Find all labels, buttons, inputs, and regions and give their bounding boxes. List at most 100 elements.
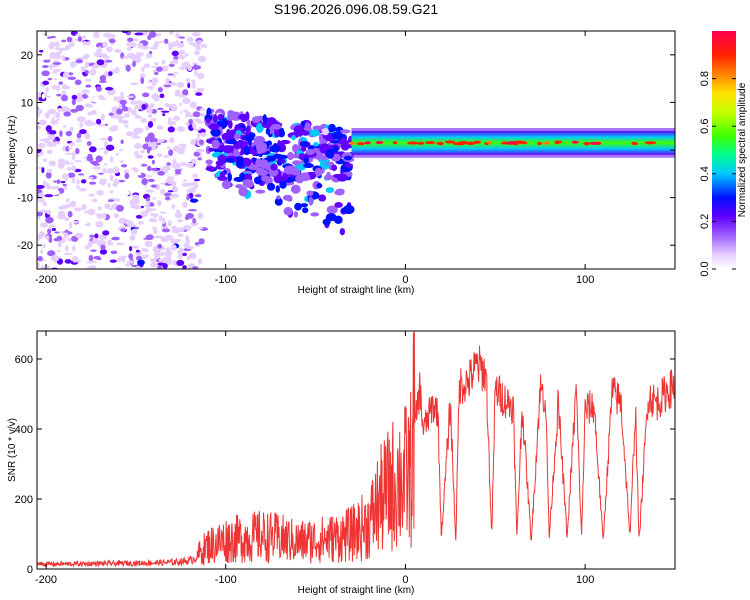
noise-blob bbox=[63, 111, 72, 117]
noise-blob bbox=[192, 266, 199, 269]
noise-blob bbox=[167, 258, 172, 266]
noise-blob bbox=[174, 211, 183, 219]
transition-blob bbox=[282, 172, 289, 181]
noise-blob bbox=[173, 71, 178, 75]
noise-blob bbox=[185, 213, 195, 219]
noise-blob bbox=[130, 228, 138, 235]
noise-blob bbox=[53, 180, 58, 183]
noise-blob bbox=[109, 259, 117, 263]
noise-blob bbox=[113, 96, 118, 102]
noise-blob bbox=[97, 206, 102, 211]
noise-blob bbox=[167, 42, 174, 49]
transition-blob bbox=[251, 116, 261, 124]
noise-blob bbox=[38, 49, 44, 53]
transition-blob bbox=[255, 189, 266, 194]
noise-blob bbox=[58, 81, 63, 85]
noise-blob bbox=[172, 115, 181, 122]
noise-blob bbox=[96, 59, 105, 66]
noise-blob bbox=[174, 171, 182, 175]
noise-blob bbox=[195, 47, 202, 51]
transition-blob bbox=[295, 174, 305, 184]
noise-blob bbox=[89, 265, 97, 269]
noise-blob bbox=[46, 168, 53, 173]
noise-blob bbox=[159, 93, 165, 99]
noise-blob bbox=[98, 97, 107, 101]
transition-blob bbox=[325, 187, 335, 194]
noise-blob bbox=[66, 36, 73, 43]
noise-blob bbox=[177, 253, 183, 260]
noise-blob bbox=[38, 231, 45, 238]
transition-blob bbox=[215, 160, 225, 166]
noise-blob bbox=[178, 247, 183, 254]
noise-blob bbox=[156, 66, 163, 72]
noise-blob bbox=[99, 249, 108, 255]
noise-blob bbox=[80, 66, 86, 73]
noise-blob bbox=[181, 61, 191, 68]
noise-blob bbox=[94, 233, 99, 239]
noise-blob bbox=[86, 41, 91, 46]
transition-blob bbox=[325, 148, 335, 159]
noise-blob bbox=[106, 168, 115, 174]
transition-blob bbox=[331, 164, 338, 171]
noise-blob bbox=[183, 225, 192, 230]
noise-blob bbox=[140, 66, 145, 72]
noise-blob bbox=[69, 126, 74, 132]
noise-blob bbox=[61, 47, 69, 51]
noise-blob bbox=[37, 215, 41, 220]
noise-blob bbox=[100, 137, 109, 141]
noise-blob bbox=[107, 182, 111, 188]
transition-blob bbox=[228, 119, 233, 129]
noise-blob bbox=[145, 189, 155, 193]
noise-blob bbox=[142, 92, 150, 98]
noise-blob bbox=[119, 99, 128, 105]
transition-blob bbox=[233, 143, 241, 150]
noise-blob bbox=[41, 93, 46, 100]
noise-blob bbox=[97, 123, 106, 127]
noise-blob bbox=[173, 186, 179, 193]
transition-blob bbox=[305, 148, 315, 155]
noise-blob bbox=[192, 138, 197, 146]
noise-blob bbox=[86, 141, 92, 146]
noise-blob bbox=[43, 59, 51, 63]
noise-blob bbox=[102, 230, 110, 236]
noise-blob bbox=[65, 245, 69, 252]
noise-blob bbox=[157, 171, 165, 176]
noise-blob bbox=[65, 130, 73, 137]
noise-blob bbox=[152, 228, 158, 234]
spectrogram-xlabel: Height of straight line (km) bbox=[298, 285, 415, 296]
noise-blob bbox=[47, 228, 52, 234]
noise-blob bbox=[130, 168, 140, 171]
transition-blob bbox=[310, 171, 317, 179]
noise-blob bbox=[176, 82, 185, 88]
noise-blob bbox=[134, 32, 144, 36]
noise-blob bbox=[113, 166, 120, 174]
transition-blob bbox=[334, 202, 343, 208]
noise-blob bbox=[131, 135, 141, 139]
noise-blob bbox=[57, 241, 62, 248]
noise-blob bbox=[193, 178, 201, 182]
noise-blob bbox=[176, 42, 185, 48]
noise-blob bbox=[155, 33, 162, 37]
noise-blob bbox=[160, 236, 169, 243]
noise-blob bbox=[76, 185, 80, 189]
transition-blob bbox=[227, 172, 232, 182]
noise-blob bbox=[51, 116, 55, 122]
transition-blob bbox=[308, 196, 314, 206]
noise-blob bbox=[198, 258, 203, 265]
noise-blob bbox=[46, 149, 53, 154]
x-tick-label: 100 bbox=[576, 574, 594, 586]
noise-blob bbox=[40, 222, 49, 228]
noise-blob bbox=[175, 209, 181, 214]
transition-blob bbox=[262, 114, 267, 124]
noise-blob bbox=[163, 84, 172, 87]
noise-blob bbox=[129, 234, 136, 241]
noise-blob bbox=[149, 103, 155, 108]
noise-blob bbox=[120, 164, 128, 168]
noise-blob bbox=[51, 84, 58, 90]
noise-blob bbox=[50, 186, 60, 190]
noise-blob bbox=[120, 255, 128, 258]
noise-blob bbox=[171, 50, 179, 57]
transition-blob bbox=[318, 133, 324, 142]
transition-blob bbox=[247, 138, 252, 147]
noise-blob bbox=[166, 146, 171, 150]
